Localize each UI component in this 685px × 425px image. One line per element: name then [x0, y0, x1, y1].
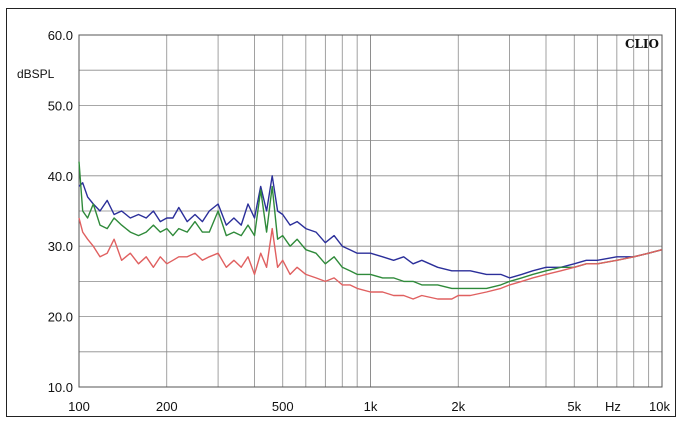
chart-frame: 60.0 50.0 40.0 30.0 20.0 10.0 100 200 500 1k 2k 5k… — [6, 8, 676, 417]
x-tick-label: 1k — [364, 399, 378, 414]
x-unit-label: Hz — [605, 399, 621, 414]
x-tick-label: 5k — [567, 399, 581, 414]
x-tick-labels: 100 200 500 1k 2k 5k 10k — [68, 399, 670, 414]
x-tick-label: 2k — [451, 399, 465, 414]
series-line-1 — [78, 175, 663, 279]
y-axis-label: dBSPL — [17, 67, 55, 81]
grid — [78, 34, 663, 388]
series-layer — [78, 161, 663, 300]
x-tick-label: 500 — [272, 399, 294, 414]
series-line-3 — [78, 217, 663, 300]
y-tick-label: 20.0 — [48, 310, 73, 325]
y-tick-label: 60.0 — [48, 28, 73, 43]
y-tick-labels: 60.0 50.0 40.0 30.0 20.0 10.0 — [48, 28, 73, 395]
y-tick-label: 40.0 — [48, 169, 73, 184]
x-tick-label: 10k — [649, 399, 670, 414]
frequency-response-chart: 60.0 50.0 40.0 30.0 20.0 10.0 100 200 500 1k 2k 5k… — [17, 28, 670, 414]
y-tick-label: 30.0 — [48, 239, 73, 254]
x-tick-label: 100 — [68, 399, 90, 414]
plot-border — [78, 34, 663, 388]
series-line-2 — [78, 161, 663, 290]
y-tick-label: 50.0 — [48, 98, 73, 113]
brand-label: CLIO — [625, 37, 659, 51]
x-tick-label: 200 — [156, 399, 178, 414]
y-tick-label: 10.0 — [48, 380, 73, 395]
